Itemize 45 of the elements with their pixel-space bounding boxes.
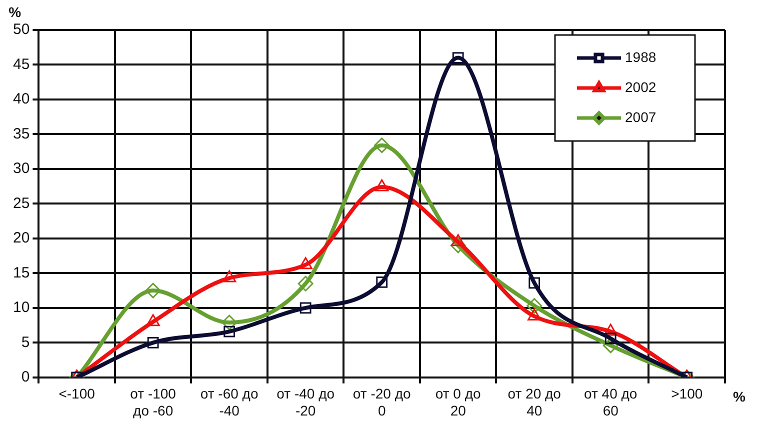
legend-label: 2002 bbox=[625, 78, 656, 95]
point bbox=[374, 138, 390, 154]
y-tick-label: 5 bbox=[21, 334, 30, 351]
x-tick-label: от 0 до 20 bbox=[435, 386, 482, 418]
point bbox=[146, 314, 160, 326]
point bbox=[375, 179, 389, 192]
point bbox=[145, 282, 161, 298]
x-axis-title: % bbox=[733, 388, 746, 404]
legend-label: 1988 bbox=[625, 48, 656, 65]
x-tick-label: от 40 до 60 bbox=[584, 386, 638, 418]
point bbox=[452, 52, 464, 64]
x-tick-label: от -100 до -60 bbox=[130, 386, 176, 418]
point bbox=[528, 277, 540, 289]
point bbox=[451, 234, 465, 246]
point bbox=[298, 257, 312, 270]
point bbox=[224, 326, 236, 338]
point bbox=[147, 336, 159, 348]
y-tick-label: 10 bbox=[12, 299, 30, 316]
y-axis-title: % bbox=[8, 4, 22, 20]
point bbox=[222, 270, 236, 282]
point bbox=[222, 314, 238, 330]
y-tick-label: 20 bbox=[12, 230, 30, 247]
x-tick-label: <-100 bbox=[58, 386, 96, 402]
point bbox=[376, 276, 388, 288]
point bbox=[604, 332, 616, 344]
point bbox=[528, 308, 542, 321]
point bbox=[298, 276, 314, 292]
legend-label: 2007 bbox=[625, 108, 656, 125]
point bbox=[300, 302, 312, 314]
x-tick-label: от -20 до 0 bbox=[352, 386, 411, 418]
x-tick-label: от -60 до -40 bbox=[200, 386, 258, 418]
x-tick-label: >100 bbox=[671, 386, 703, 402]
y-tick-label: 25 bbox=[12, 194, 30, 212]
x-tick-label: от -40 до -20 bbox=[276, 386, 335, 418]
point bbox=[604, 324, 618, 336]
point bbox=[526, 298, 542, 314]
x-tick-label: от 20 до 40 bbox=[508, 386, 562, 418]
y-tick-label: 45 bbox=[12, 56, 30, 73]
y-tick-label: 0 bbox=[21, 368, 30, 386]
y-tick-label: 35 bbox=[12, 125, 30, 142]
y-tick-label: 30 bbox=[12, 160, 30, 178]
y-tick-label: 40 bbox=[12, 90, 30, 108]
y-tick-label: 15 bbox=[12, 264, 30, 282]
y-tick-label: 50 bbox=[12, 21, 30, 38]
point bbox=[450, 238, 466, 254]
